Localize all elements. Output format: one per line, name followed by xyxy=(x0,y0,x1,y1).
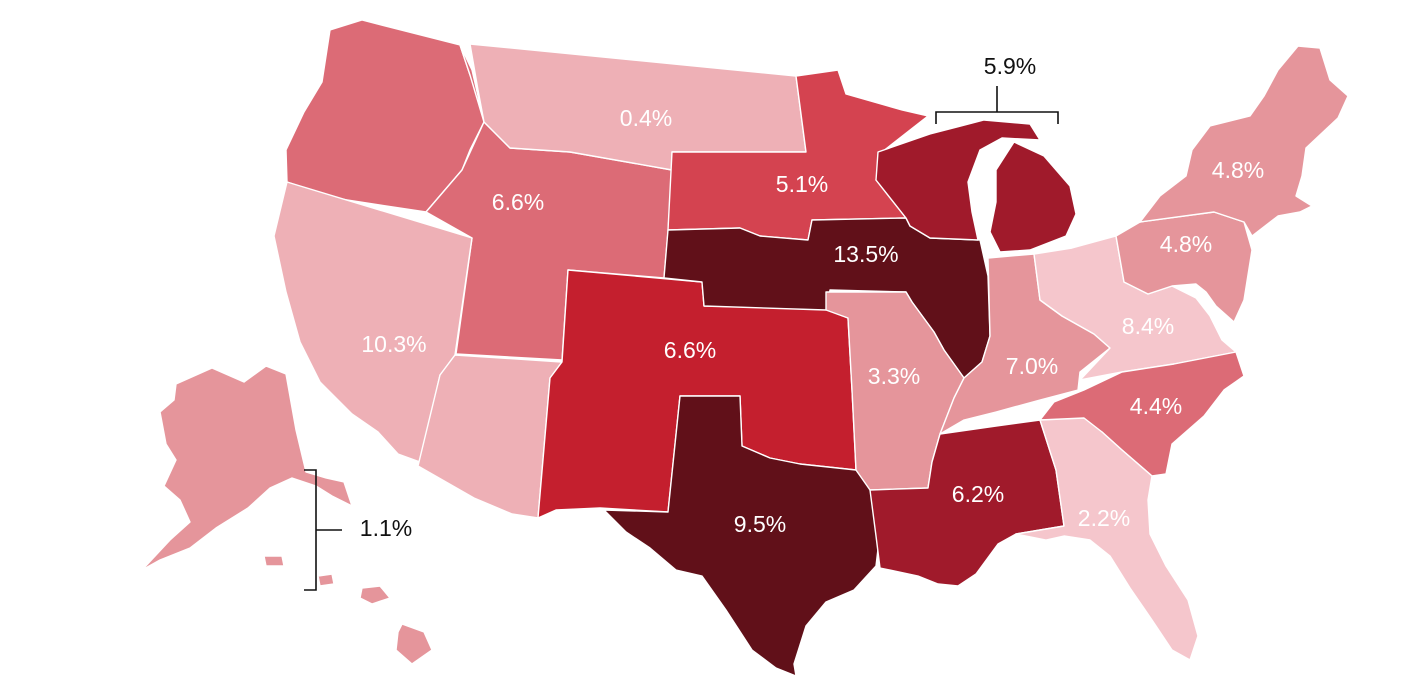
region-texas xyxy=(603,395,881,677)
great-lakes-bracket xyxy=(935,86,1059,124)
great-lakes-callout: 5.9% xyxy=(935,53,1059,124)
label-colorado-kansas-new-mexico-oklahoma: 6.6% xyxy=(664,337,716,363)
region-hawaii xyxy=(263,555,433,665)
label-missouri-arkansas: 3.3% xyxy=(868,363,920,389)
labels-layer: 0.4% 6.6% 5.1% 13.5% 10.3% 6.6% 3.3% 7.0… xyxy=(361,105,1264,537)
region-alaska xyxy=(141,365,353,571)
label-carolinas: 4.4% xyxy=(1130,393,1182,419)
label-nebraska-iowa-illinois: 13.5% xyxy=(833,241,898,267)
region-wisconsin-michigan xyxy=(875,119,1077,253)
label-california-nevada: 10.3% xyxy=(361,331,426,357)
label-texas: 9.5% xyxy=(734,511,786,537)
label-ohio-west-virginia-virginia: 8.4% xyxy=(1122,313,1174,339)
label-new-england-new-york: 4.8% xyxy=(1212,157,1264,183)
great-lakes-callout-label: 5.9% xyxy=(984,53,1036,79)
label-georgia-florida: 2.2% xyxy=(1078,505,1130,531)
regions-layer xyxy=(141,19,1349,677)
alaska-hawaii-callout-label: 1.1% xyxy=(360,515,412,541)
label-montana-dakotas: 0.4% xyxy=(620,105,672,131)
region-new-england-new-york xyxy=(1139,45,1349,237)
region-georgia-florida xyxy=(1015,417,1199,661)
label-indiana-kentucky-tennessee: 7.0% xyxy=(1006,353,1058,379)
label-pennsylvania-new-jersey-maryland: 4.8% xyxy=(1160,231,1212,257)
label-south-dakota-minnesota: 5.1% xyxy=(776,171,828,197)
label-louisiana-mississippi-alabama: 6.2% xyxy=(952,481,1004,507)
label-idaho-wyoming-utah: 6.6% xyxy=(492,189,544,215)
alaska-hawaii-callout: 1.1% xyxy=(304,469,412,591)
alaska-hawaii-bracket xyxy=(304,469,342,591)
